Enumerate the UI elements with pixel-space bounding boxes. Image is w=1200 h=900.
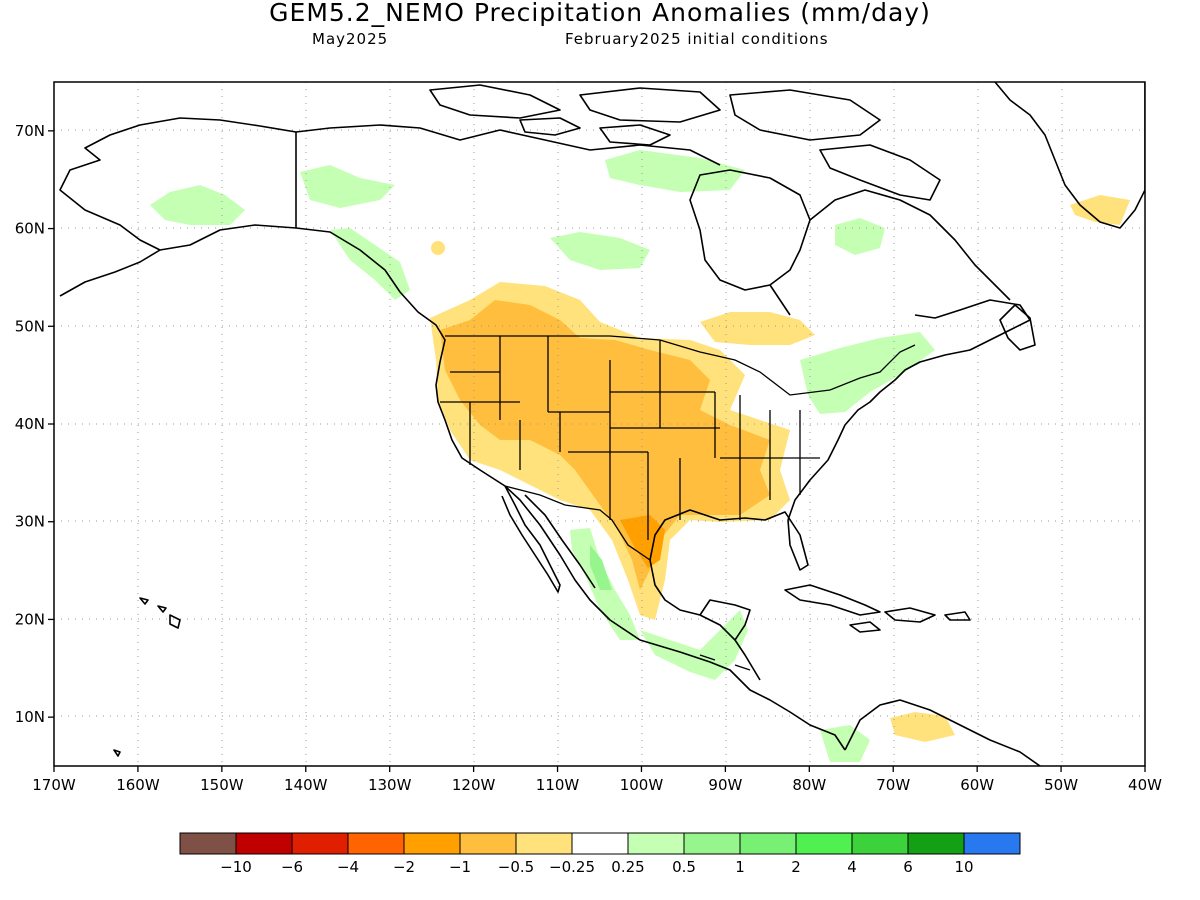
lat-tick-label: 20N — [15, 610, 45, 628]
lon-tick-label: 170W — [32, 776, 76, 794]
wet-anomaly-alaska — [150, 185, 245, 225]
lon-tick-label: 80W — [792, 776, 826, 794]
colorbar: −10 −6 −4 −2 −1 −0.5 −0.25 0.25 0.5 1 2 4 6 10 — [179, 832, 1021, 876]
dry-anomaly-mid — [440, 300, 770, 590]
political-borders — [440, 335, 916, 671]
colorbar-label: 2 — [791, 858, 801, 876]
lon-tick-label: 50W — [1044, 776, 1078, 794]
wet-anomaly-quebec — [835, 218, 885, 255]
map-title: GEM5.2_NEMO Precipitation Anomalies (mm/… — [269, 0, 931, 27]
wet-anomaly-central-america — [640, 610, 748, 680]
dry-anomaly-spot — [431, 241, 445, 255]
colorbar-swatch — [179, 832, 237, 855]
wet-anomaly-yukon — [300, 165, 395, 208]
lon-tick-label: 60W — [960, 776, 994, 794]
lon-tick-label: 160W — [116, 776, 160, 794]
dry-anomaly-core — [620, 515, 665, 568]
forecast-month: May2025 — [312, 30, 389, 48]
dry-anomaly-ontario — [700, 312, 815, 345]
colorbar-swatch — [515, 832, 573, 855]
coastlines — [59, 82, 1145, 766]
anomaly-shading — [150, 150, 1130, 762]
colorbar-swatch — [851, 832, 909, 855]
lon-tick-label: 90W — [708, 776, 742, 794]
lon-tick-label: 70W — [876, 776, 910, 794]
colorbar-label: 6 — [903, 858, 913, 876]
colorbar-swatch — [963, 832, 1021, 855]
wet-anomaly-colombia — [820, 725, 870, 762]
colorbar-swatch — [739, 832, 797, 855]
dry-anomaly-greenland — [1070, 195, 1130, 225]
dry-anomaly-venezuela — [890, 712, 955, 742]
lon-tick-label: 130W — [368, 776, 412, 794]
lon-tick-label: 110W — [536, 776, 580, 794]
colorbar-label: 10 — [954, 858, 973, 876]
colorbar-swatch — [291, 832, 349, 855]
wet-anomaly-northwest-territories — [605, 150, 745, 192]
colorbar-label: −0.5 — [498, 858, 534, 876]
lon-tick-label: 150W — [200, 776, 244, 794]
colorbar-swatch — [571, 832, 629, 855]
lon-tick-label: 120W — [452, 776, 496, 794]
lon-tick-label: 140W — [284, 776, 328, 794]
colorbar-label: 1 — [735, 858, 745, 876]
wet-anomaly-core — [590, 545, 612, 590]
colorbar-swatch — [459, 832, 517, 855]
colorbar-swatch — [795, 832, 853, 855]
map-area — [54, 82, 1145, 766]
colorbar-label: −1 — [449, 858, 471, 876]
wet-anomaly-bc-coast — [330, 228, 410, 300]
colorbar-swatch — [907, 832, 965, 855]
colorbar-label: 0.5 — [672, 858, 696, 876]
colorbar-label: 0.25 — [611, 858, 644, 876]
lat-tick-label: 60N — [15, 220, 45, 238]
colorbar-label: −10 — [220, 858, 252, 876]
colorbar-label: −4 — [337, 858, 359, 876]
lat-tick-label: 50N — [15, 317, 45, 335]
initial-conditions: February2025 initial conditions — [565, 30, 829, 48]
lon-axis: 170W 160W 150W 140W 130W 120W 110W 100W 90W 80W 70… — [32, 766, 1162, 794]
colorbar-label: −6 — [281, 858, 303, 876]
colorbar-swatch — [347, 832, 405, 855]
wet-anomaly-northeast — [800, 332, 935, 414]
lat-tick-label: 10N — [15, 708, 45, 726]
lat-tick-label: 40N — [15, 415, 45, 433]
lat-axis: 70N 60N 50N 40N 30N 20N 10N — [15, 122, 54, 726]
colorbar-label: −2 — [393, 858, 415, 876]
colorbar-swatch — [235, 832, 293, 855]
colorbar-swatch — [683, 832, 741, 855]
colorbar-label: −0.25 — [549, 858, 595, 876]
colorbar-swatch — [627, 832, 685, 855]
lat-tick-label: 30N — [15, 513, 45, 531]
wet-anomaly-hudson — [550, 232, 650, 270]
lat-tick-label: 70N — [15, 122, 45, 140]
lon-tick-label: 40W — [1128, 776, 1162, 794]
lon-tick-label: 100W — [620, 776, 664, 794]
colorbar-swatch — [403, 832, 461, 855]
colorbar-label: 4 — [847, 858, 857, 876]
